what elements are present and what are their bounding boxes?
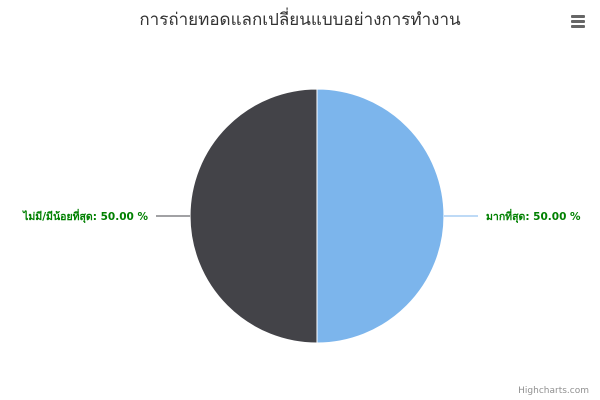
menu-bar (571, 25, 585, 28)
data-label: ไม่มี/มีน้อยที่สุด: 50.00 % (22, 208, 148, 224)
pie-slice[interactable] (189, 88, 318, 344)
menu-bar (571, 20, 585, 23)
data-label: มากที่สุด: 50.00 % (486, 208, 581, 224)
pie-slice[interactable] (316, 88, 445, 344)
hamburger-menu-icon[interactable] (566, 12, 590, 32)
menu-bar (571, 15, 585, 18)
chart-title: การถ่ายทอดแลกเปลี่ยนแบบอย่างการทำงาน (139, 10, 461, 30)
credits-link[interactable]: Highcharts.com (518, 386, 589, 396)
